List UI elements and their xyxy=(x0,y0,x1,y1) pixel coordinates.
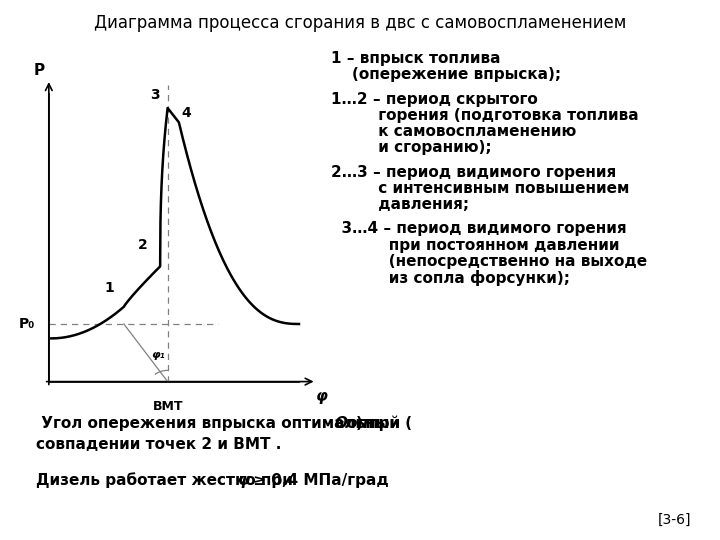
Text: P: P xyxy=(33,63,45,78)
Text: ≥ 0,4 МПа/град: ≥ 0,4 МПа/град xyxy=(248,472,389,488)
Text: Дизель работает жестко при: Дизель работает жестко при xyxy=(36,472,298,488)
Text: 1: 1 xyxy=(104,281,114,295)
Text: 1 – впрыск топлива: 1 – впрыск топлива xyxy=(331,51,500,66)
Text: Диаграмма процесса сгорания в двс с самовоспламенением: Диаграмма процесса сгорания в двс с само… xyxy=(94,14,626,31)
Text: Угол опережения впрыска оптимальный (: Угол опережения впрыска оптимальный ( xyxy=(36,416,412,431)
Text: ВМТ: ВМТ xyxy=(153,400,183,413)
Text: Θопт: Θопт xyxy=(335,416,378,431)
Text: 3: 3 xyxy=(150,88,160,102)
Text: ) при: ) при xyxy=(356,416,400,431)
Text: P₀: P₀ xyxy=(19,317,35,331)
Text: с интенсивным повышением: с интенсивным повышением xyxy=(331,181,629,196)
Text: (непосредственно на выходе: (непосредственно на выходе xyxy=(331,254,647,269)
Text: 4: 4 xyxy=(181,105,191,119)
Text: [3-6]: [3-6] xyxy=(657,512,691,526)
Text: 1…2 – период скрытого: 1…2 – период скрытого xyxy=(331,92,538,107)
Text: φ₁: φ₁ xyxy=(150,350,164,360)
Text: совпадении точек 2 и ВМТ .: совпадении точек 2 и ВМТ . xyxy=(36,437,282,453)
Text: φ: φ xyxy=(315,388,328,403)
Text: из сопла форсунки);: из сопла форсунки); xyxy=(331,270,570,286)
Text: 2: 2 xyxy=(138,238,148,252)
Text: давления;: давления; xyxy=(331,197,469,212)
Text: 2…3 – период видимого горения: 2…3 – период видимого горения xyxy=(331,165,616,180)
Text: к самовоспламенению: к самовоспламенению xyxy=(331,124,577,139)
Text: и сгоранию);: и сгоранию); xyxy=(331,140,492,156)
Text: ψ: ψ xyxy=(238,472,250,488)
Text: (опережение впрыска);: (опережение впрыска); xyxy=(331,68,562,83)
Text: горения (подготовка топлива: горения (подготовка топлива xyxy=(331,108,639,123)
Text: при постоянном давлении: при постоянном давлении xyxy=(331,238,620,253)
Text: 3…4 – период видимого горения: 3…4 – период видимого горения xyxy=(331,221,627,237)
